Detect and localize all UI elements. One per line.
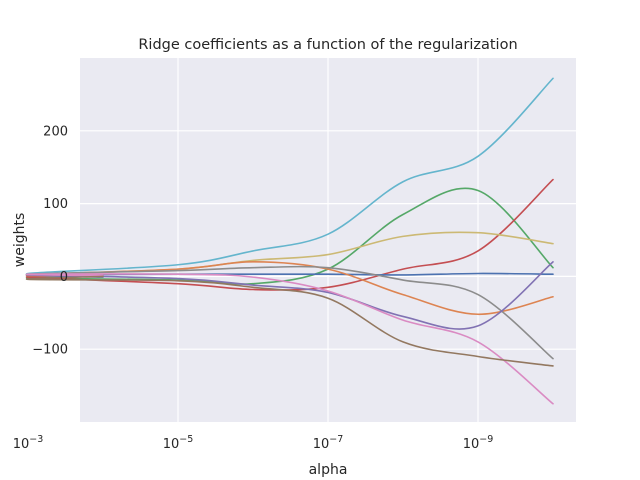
tick-labels: 10−3 10−5 10−7 10−9 −100 0 100 200 xyxy=(13,124,494,452)
x-tick-label: 10−9 xyxy=(463,434,494,452)
x-tick-label: 10−3 xyxy=(13,434,44,452)
y-axis-label: weights xyxy=(12,213,28,268)
y-tick-label: −100 xyxy=(32,343,68,358)
series-line-1 xyxy=(25,77,554,276)
y-tick-label: 100 xyxy=(43,197,68,212)
y-tick-label: 200 xyxy=(43,124,68,139)
x-tick-label: 10−5 xyxy=(163,434,194,452)
grid xyxy=(27,58,576,422)
y-tick-label: 0 xyxy=(60,270,68,285)
series-layer xyxy=(25,77,554,405)
x-tick-label: 10−7 xyxy=(313,434,344,452)
series-line-9 xyxy=(25,273,554,405)
chart-title: Ridge coefficients as a function of the … xyxy=(138,37,517,53)
x-axis-label: alpha xyxy=(309,462,348,478)
series-line-10 xyxy=(25,275,554,367)
